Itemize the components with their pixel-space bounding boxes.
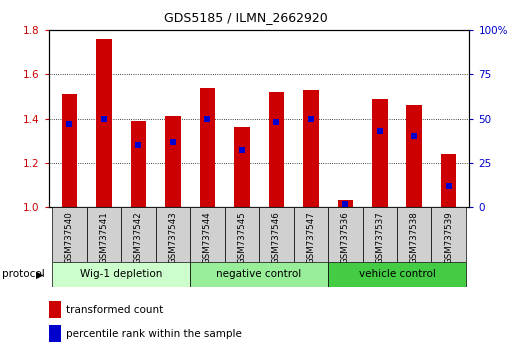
Text: GSM737536: GSM737536	[341, 211, 350, 264]
Text: vehicle control: vehicle control	[359, 269, 436, 279]
Bar	[62, 94, 77, 207]
Text: GSM737540: GSM737540	[65, 211, 74, 264]
Bar	[303, 90, 319, 207]
Text: transformed count: transformed count	[66, 305, 164, 315]
Bar	[131, 121, 146, 207]
Text: GSM737544: GSM737544	[203, 211, 212, 264]
Point	[410, 133, 418, 139]
Bar	[328, 262, 466, 287]
Text: percentile rank within the sample: percentile rank within the sample	[66, 329, 242, 338]
Point	[134, 142, 143, 148]
Text: GSM737538: GSM737538	[410, 211, 419, 264]
Bar	[431, 207, 466, 262]
Bar	[234, 127, 250, 207]
Text: GSM737542: GSM737542	[134, 211, 143, 264]
Point	[238, 148, 246, 153]
Bar	[121, 207, 155, 262]
Text: Wig-1 depletion: Wig-1 depletion	[80, 269, 162, 279]
Text: GSM737546: GSM737546	[272, 211, 281, 264]
Bar	[96, 39, 112, 207]
Bar	[52, 262, 190, 287]
Point	[100, 116, 108, 121]
Bar	[406, 105, 422, 207]
Bar	[200, 88, 215, 207]
Point	[65, 121, 73, 127]
Point	[376, 128, 384, 134]
Text: GSM737541: GSM737541	[100, 211, 108, 264]
Bar	[165, 116, 181, 207]
Text: GSM737539: GSM737539	[444, 211, 453, 264]
Point	[272, 119, 281, 125]
Bar	[338, 200, 353, 207]
Text: GSM737537: GSM737537	[375, 211, 384, 264]
Bar	[155, 207, 190, 262]
Bar	[363, 207, 397, 262]
Point	[445, 183, 453, 189]
Bar	[49, 325, 61, 342]
Text: GSM737543: GSM737543	[168, 211, 177, 264]
Bar	[87, 207, 121, 262]
Bar	[190, 262, 328, 287]
Text: GDS5185 / ILMN_2662920: GDS5185 / ILMN_2662920	[164, 11, 328, 24]
Text: negative control: negative control	[216, 269, 302, 279]
Bar	[49, 301, 61, 318]
Bar	[259, 207, 293, 262]
Text: protocol: protocol	[2, 269, 44, 279]
Point	[203, 116, 211, 121]
Bar	[441, 154, 457, 207]
Bar	[225, 207, 259, 262]
Point	[341, 201, 349, 206]
Bar	[52, 207, 87, 262]
Bar	[293, 207, 328, 262]
Bar	[397, 207, 431, 262]
Text: GSM737545: GSM737545	[238, 211, 246, 264]
Point	[169, 139, 177, 144]
Bar	[268, 92, 284, 207]
Text: GSM737547: GSM737547	[306, 211, 315, 264]
Bar	[190, 207, 225, 262]
Text: ▶: ▶	[36, 269, 43, 279]
Bar	[372, 99, 387, 207]
Point	[307, 116, 315, 121]
Bar	[328, 207, 363, 262]
